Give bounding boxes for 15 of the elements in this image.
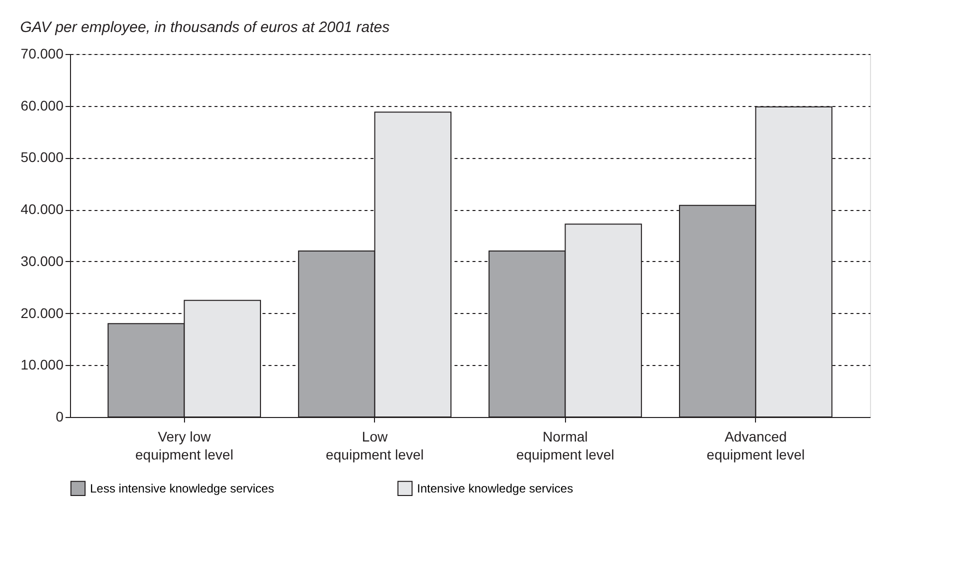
x-tick-label: Advanced equipment level (706, 428, 805, 462)
y-tick-label: 40.000 (20, 201, 64, 218)
legend-label: Intensive knowledge services (417, 481, 574, 496)
y-tick-label: 70.000 (20, 46, 64, 62)
legend-label: Less intensive knowledge services (90, 481, 274, 496)
y-tick-label: 0 (56, 408, 64, 424)
y-tick-label: 50.000 (20, 149, 64, 166)
y-tick-label: 20.000 (20, 304, 64, 321)
y-tick-label: 60.000 (20, 97, 64, 114)
x-tick-label: Low equipment level (326, 428, 424, 462)
x-tick-label: Very low equipment level (135, 428, 234, 462)
y-tick-label: 10.000 (20, 356, 64, 373)
chart-title: GAV per employee, in thousands of euros at 2001 rates (20, 19, 390, 36)
y-tick-label: 30.000 (20, 252, 64, 269)
x-tick-label: Normal equipment level (516, 428, 614, 462)
